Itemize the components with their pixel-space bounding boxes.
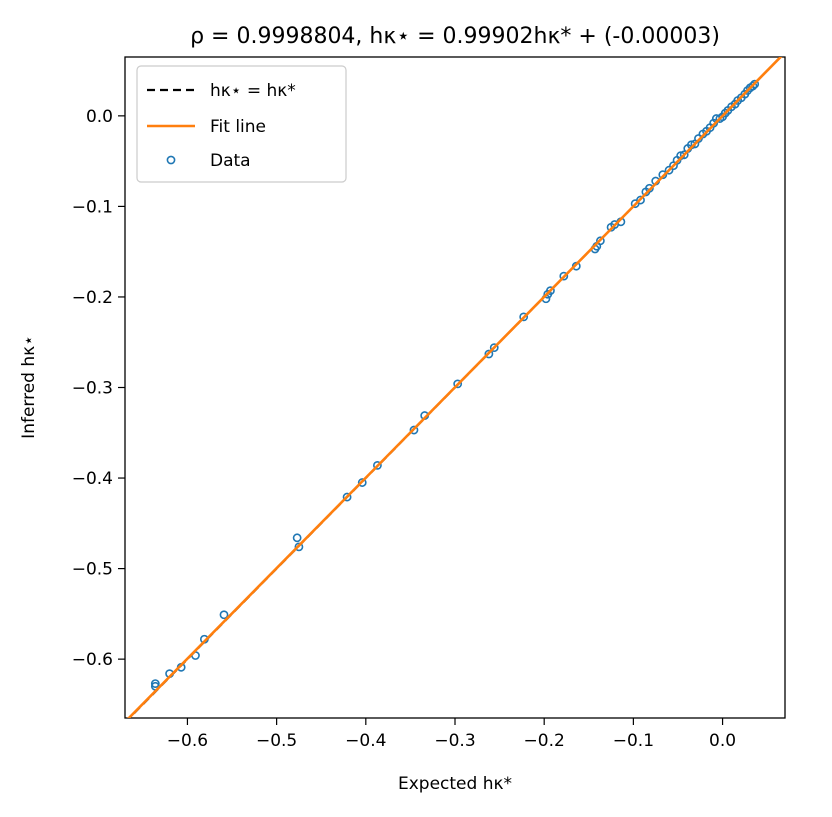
- legend-box: [136, 65, 347, 183]
- fit-line: [127, 57, 783, 718]
- y-tick-label: −0.1: [72, 197, 113, 217]
- chart-title: ρ = 0.9998804, hκ⋆ = 0.99902hκ* + (-0.00…: [190, 24, 720, 49]
- data-point: [219, 610, 229, 620]
- y-tick-label: −0.4: [72, 469, 113, 489]
- data-point: [595, 236, 605, 246]
- x-tick-label: −0.1: [613, 731, 654, 751]
- y-tick-label: −0.3: [72, 379, 113, 399]
- x-tick-label: −0.2: [524, 731, 565, 751]
- y-tick-label: −0.6: [72, 650, 113, 670]
- x-axis: −0.6 −0.5 −0.4 −0.3 −0.2 −0.1 0.0: [167, 718, 736, 751]
- y-axis: 0.0 −0.1 −0.2 −0.3 −0.4 −0.5 −0.6: [72, 107, 125, 670]
- legend-data-label: Data: [210, 151, 251, 171]
- data-point: [292, 533, 302, 543]
- y-tick-label: 0.0: [86, 107, 113, 127]
- data-point: [546, 286, 555, 296]
- marks-layer: [127, 57, 783, 718]
- data-point: [484, 349, 494, 359]
- data-point: [150, 679, 160, 688]
- legend-data-swatch: [166, 155, 176, 165]
- data-point: [559, 271, 569, 281]
- data-point: [342, 492, 352, 502]
- x-tick-label: −0.6: [167, 731, 208, 751]
- data-point: [489, 343, 499, 353]
- x-tick-label: −0.4: [345, 731, 386, 751]
- plot-area: −0.6 −0.5 −0.4 −0.3 −0.2 −0.1 0.0 0.0−0.1−0.2−…: [72, 56, 786, 751]
- data-point: [636, 195, 645, 205]
- y-tick-label: −0.2: [72, 288, 113, 308]
- data-point: [748, 81, 758, 91]
- data-point: [750, 79, 760, 89]
- y-axis-label: Inferred hκ⋆: [19, 335, 39, 439]
- x-tick-label: 0.0: [709, 731, 736, 751]
- x-axis-label: Expected hκ*: [398, 774, 512, 794]
- data-point: [357, 478, 367, 487]
- x-tick-label: −0.3: [434, 731, 475, 751]
- legend: hκ⋆ = hκ* Fit line Data: [136, 65, 347, 183]
- y-tick-label: −0.5: [72, 560, 113, 580]
- legend-identity-label: hκ⋆ = hκ*: [210, 81, 296, 101]
- x-tick-label: −0.5: [256, 731, 297, 751]
- data-point: [519, 312, 529, 322]
- data-point: [409, 425, 419, 435]
- data-point: [664, 165, 674, 175]
- data-point: [679, 150, 689, 160]
- data-point: [294, 542, 304, 552]
- data-point: [373, 460, 382, 470]
- data-point: [453, 379, 463, 389]
- legend-fit-label: Fit line: [210, 117, 266, 137]
